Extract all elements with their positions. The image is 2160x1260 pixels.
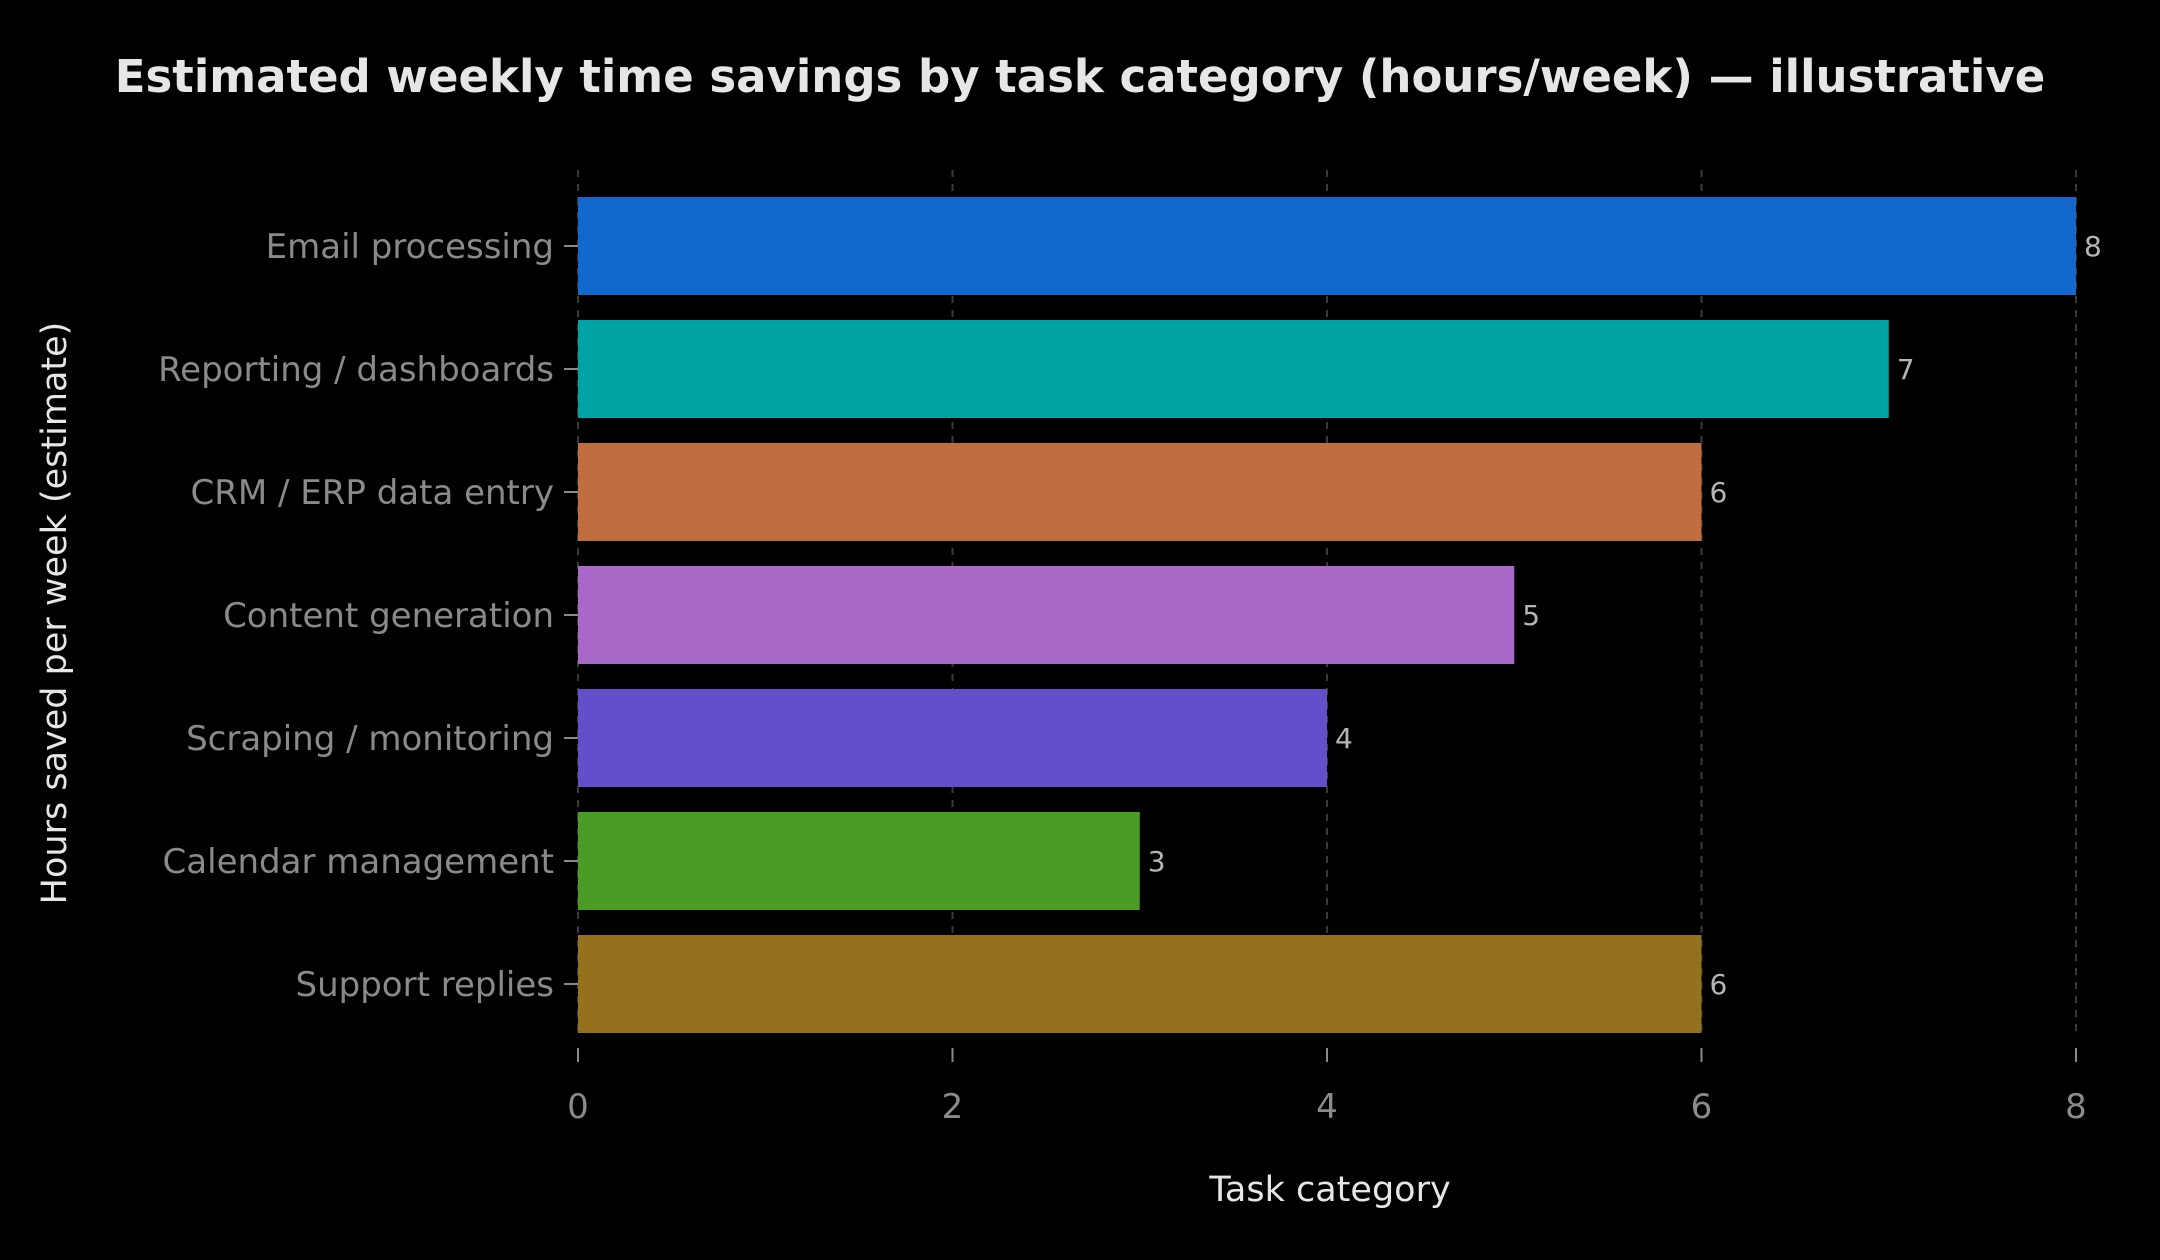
y-tick-label: Calendar management bbox=[163, 842, 554, 882]
value-label: 6 bbox=[1710, 476, 1728, 509]
chart-title: Estimated weekly time savings by task ca… bbox=[114, 50, 2046, 103]
x-axis-label: Task category bbox=[1208, 1170, 1450, 1210]
x-tick-label: 4 bbox=[1316, 1087, 1338, 1127]
y-tick-label: Support replies bbox=[296, 965, 554, 1005]
x-tick-label: 2 bbox=[942, 1087, 964, 1127]
bar bbox=[578, 443, 1702, 541]
bar bbox=[578, 935, 1702, 1033]
x-tick-label: 6 bbox=[1691, 1087, 1713, 1127]
y-tick-label: Scraping / monitoring bbox=[186, 719, 554, 759]
bar bbox=[578, 689, 1327, 787]
y-tick-label: Content generation bbox=[223, 596, 554, 636]
y-tick-label: CRM / ERP data entry bbox=[191, 473, 554, 513]
x-tick-label: 8 bbox=[2065, 1087, 2087, 1127]
bar bbox=[578, 812, 1140, 910]
y-axis-label: Hours saved per week (estimate) bbox=[35, 322, 75, 905]
axes: 0 2 4 6 8 Email processing Reporting / dashboa… bbox=[158, 227, 2087, 1127]
y-tick-label: Email processing bbox=[266, 227, 554, 267]
y-tick-label: Reporting / dashboards bbox=[158, 350, 554, 390]
x-tick-label: 0 bbox=[567, 1087, 589, 1127]
bar bbox=[578, 566, 1515, 664]
value-label: 5 bbox=[1522, 599, 1540, 632]
value-label: 7 bbox=[1897, 353, 1915, 386]
bar bbox=[578, 320, 1889, 418]
value-label: 4 bbox=[1335, 722, 1353, 755]
value-label: 8 bbox=[2084, 230, 2102, 263]
bars: 8 7 6 5 4 3 6 bbox=[578, 197, 2102, 1033]
value-label: 3 bbox=[1148, 845, 1166, 878]
value-label: 6 bbox=[1710, 968, 1728, 1001]
bar bbox=[578, 197, 2076, 295]
